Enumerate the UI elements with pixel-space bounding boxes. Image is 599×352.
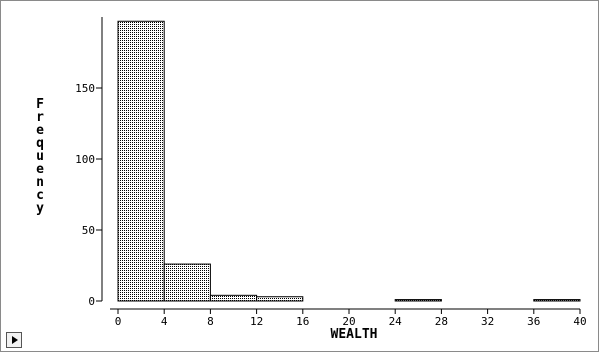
histogram-bar [209,294,258,302]
x-tick-label: 12 [250,315,263,328]
bars-group [117,20,581,302]
x-tick-label: 0 [115,315,122,328]
y-tick-label: 0 [88,295,95,308]
y-tick-label: 50 [82,224,95,237]
y-tick-label: 150 [75,82,95,95]
histogram-bar [394,299,442,302]
x-tick-label: 24 [389,315,403,328]
histogram-bar [256,296,304,302]
x-ticks-group: 0 4 8 12 16 20 24 28 32 36 40 [115,309,587,328]
x-tick-label: 20 [342,315,355,328]
x-tick-label: 32 [481,315,494,328]
x-tick-label: 40 [573,315,586,328]
x-tick-label: 28 [435,315,448,328]
histogram-bar [117,20,165,302]
y-tick-label: 100 [75,153,95,166]
x-tick-label: 8 [207,315,214,328]
x-tick-label: 36 [527,315,540,328]
histogram-bar [533,299,581,302]
x-tick-label: 16 [296,315,309,328]
histogram-bar [163,263,211,302]
play-button[interactable] [6,332,22,348]
y-ticks-group: 0 50 100 150 [75,82,102,308]
x-axis-title: WEALTH [331,327,378,342]
x-tick-label: 4 [161,315,168,328]
